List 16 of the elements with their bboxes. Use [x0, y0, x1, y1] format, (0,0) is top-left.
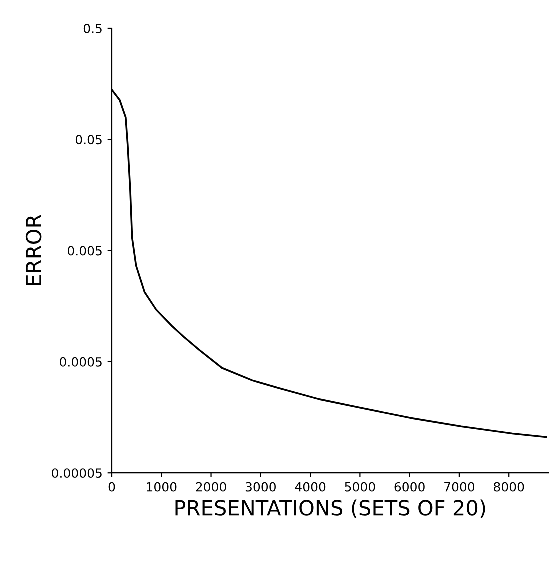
x-tick-label: 0 — [108, 482, 116, 492]
x-tick-label: 3000 — [246, 482, 276, 492]
x-tick-label: 8000 — [494, 482, 524, 492]
x-tick-label: 1000 — [147, 482, 177, 492]
x-tick-label: 5000 — [345, 482, 376, 492]
x-tick-label: 6000 — [394, 482, 425, 492]
x-tick-label: 2000 — [196, 482, 226, 492]
y-axis-title: ERROR — [26, 214, 42, 286]
y-tick-label: 0.005 — [68, 246, 102, 256]
x-tick-label: 7000 — [444, 482, 475, 492]
y-tick-label: 0.00005 — [52, 468, 102, 478]
y-tick-label: 0.5 — [84, 24, 102, 34]
y-tick-label: 0.0005 — [60, 357, 102, 367]
y-tick-label: 0.05 — [76, 135, 102, 145]
x-tick-label: 4000 — [295, 482, 326, 492]
x-axis-title: PRESENTATIONS (SETS OF 20) — [176, 500, 486, 518]
